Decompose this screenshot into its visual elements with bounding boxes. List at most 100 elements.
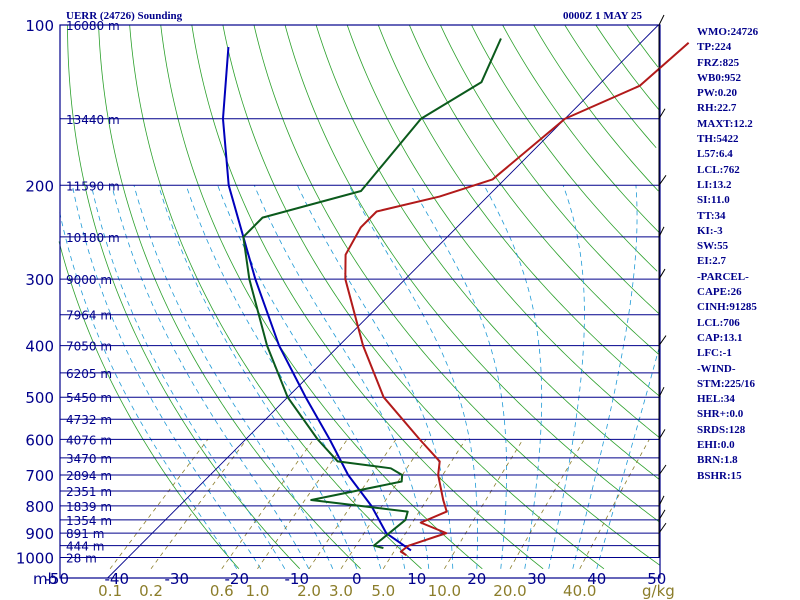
index-item: -WIND- [697, 362, 736, 375]
dry-adiabat-line [191, 24, 544, 570]
mixing-ratio-tick-label: 10.0 [428, 582, 461, 600]
index-item: TH:5422 [697, 133, 739, 146]
mixing-ratio-lines [109, 439, 650, 570]
height-label: 28 m [66, 552, 97, 566]
isotherm-line [107, 24, 659, 579]
moist-adiabat-line [217, 185, 406, 569]
mixing-ratio-line [109, 439, 209, 570]
moist-adiabat-line [71, 185, 262, 569]
temperature-tick-label: 40 [587, 570, 606, 588]
moist-adiabat-line [90, 185, 286, 569]
wind-barb [658, 268, 666, 280]
temperature-tick-label: -30 [165, 570, 190, 588]
index-item: -PARCEL- [697, 270, 749, 283]
index-item: SRDS:128 [697, 423, 746, 436]
height-label: 5450 m [66, 391, 112, 405]
wind-barbs [658, 14, 667, 558]
temperature-tick-label: 30 [527, 570, 546, 588]
height-label: 10180 m [66, 231, 120, 245]
dry-adiabat-line [533, 24, 659, 192]
dry-adiabat-line [98, 24, 361, 570]
height-label: 3470 m [66, 452, 112, 466]
index-item: BSHR:15 [697, 469, 742, 482]
height-label: 4076 m [66, 433, 112, 447]
station-title: UERR (24726) Sounding [66, 10, 183, 22]
dry-adiabat-line [315, 24, 661, 481]
index-item: EHI:0.0 [697, 439, 735, 452]
dry-adiabat-line [253, 24, 661, 566]
temperature-tick-label: 10 [407, 570, 426, 588]
mixing-ratio-tick-label: 20.0 [493, 582, 526, 600]
mixing-ratio-tick-label: 0.1 [98, 582, 122, 600]
moist-adiabat-line [348, 185, 478, 569]
axis-labels: 16080 m 13440 m 11590 m 10180 m 9000 m 7964 m… [16, 17, 675, 600]
height-label: 2351 m [66, 485, 112, 499]
wind-barb [658, 509, 666, 521]
valid-time: 0000Z 1 MAY 25 [563, 10, 642, 22]
height-label: 2894 m [66, 469, 112, 483]
index-item: SHR+:0.0 [697, 408, 744, 421]
dry-adiabat-line [160, 24, 483, 570]
mixing-ratio-line [340, 439, 427, 570]
wind-barb [658, 386, 665, 398]
wind-barb [658, 226, 665, 238]
dry-adiabat-line [58, 241, 240, 570]
pressure-tick-label: 300 [25, 271, 54, 289]
mixing-ratio-tick-label: 0.2 [139, 582, 163, 600]
dry-adiabat-line [377, 24, 661, 398]
temperature-tick-label: -20 [225, 570, 250, 588]
pressure-tick-label: 800 [25, 498, 54, 516]
index-item: BRN:1.8 [697, 454, 738, 467]
index-item: CAPE:26 [697, 286, 742, 299]
dry-adiabat-line [346, 24, 660, 438]
mixing-ratio-tick-label: 2.0 [297, 582, 321, 600]
moist-adiabat-line [59, 212, 238, 570]
height-label: 6205 m [66, 367, 112, 381]
wind-barb [658, 522, 667, 534]
index-item: CINH:91285 [697, 301, 757, 314]
wind-barb [658, 429, 666, 440]
moist-adiabat-line [572, 185, 638, 569]
dry-adiabat-line [626, 24, 659, 68]
isotherms [107, 24, 659, 579]
sounding-profiles [221, 38, 690, 557]
moist-adiabat-line [158, 185, 358, 569]
dry-adiabat-line [471, 24, 658, 272]
height-label: 16080 m [66, 19, 120, 33]
height-label: 7050 m [66, 340, 112, 354]
dry-adiabat-line [129, 24, 422, 570]
temperature-tick-label: -50 [45, 570, 70, 588]
pressure-tick-label: 1000 [16, 550, 54, 568]
wind-barb [658, 108, 666, 120]
dry-adiabat-line [440, 24, 661, 316]
pressure-tick-label: 600 [25, 431, 54, 449]
dry-adiabat-line [502, 24, 660, 233]
mixing-ratio-line [221, 439, 314, 570]
temperature-tick-label: 20 [467, 570, 486, 588]
mixing-ratio-line [382, 439, 467, 569]
index-item: MAXT:12.2 [697, 117, 753, 130]
moist-adiabat-line [133, 185, 334, 569]
plot-frame [59, 24, 661, 579]
height-label: 13440 m [66, 113, 120, 127]
height-label: 9000 m [66, 273, 112, 287]
temperature-tick-label: 0 [352, 570, 362, 588]
index-item: WMO:24726 [697, 26, 759, 38]
mixing-ratio-line [444, 439, 524, 569]
index-item: LCL:706 [697, 316, 740, 329]
mixing-ratio-unit-label: g/kg [642, 582, 675, 600]
pressure-tick-label: 500 [25, 389, 54, 407]
mixing-ratio-tick-label: 3.0 [329, 582, 353, 600]
dry-adiabat-line [408, 24, 659, 355]
wind-barb [658, 464, 667, 476]
moist-adiabat-line [483, 185, 543, 569]
height-label: 891 m [66, 527, 104, 541]
temperature-tick-label: -40 [105, 570, 130, 588]
index-item: TT:34 [697, 209, 726, 222]
mixing-ratio-line [579, 439, 650, 569]
temperature-line [344, 42, 690, 557]
dry-adiabats [58, 24, 661, 570]
wind-barb [658, 335, 667, 346]
index-item: FRZ:825 [697, 56, 740, 69]
